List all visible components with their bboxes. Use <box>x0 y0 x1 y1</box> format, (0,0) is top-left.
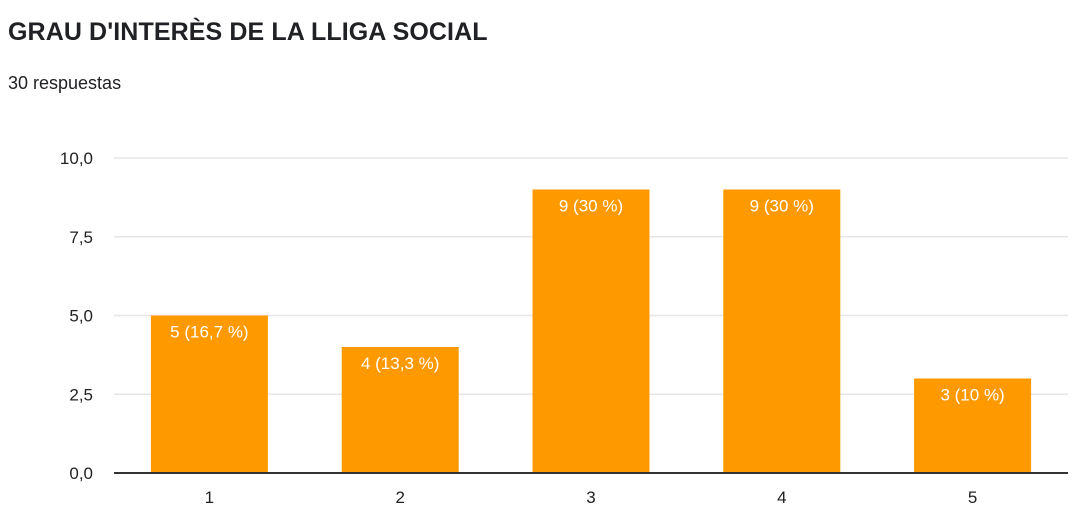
bar-2 <box>341 347 459 473</box>
y-tick-label: 7,5 <box>69 228 93 247</box>
bar-data-label: 4 (13,3 %) <box>361 354 439 373</box>
y-tick-label: 10,0 <box>60 149 93 168</box>
x-tick-label: 3 <box>586 488 595 507</box>
x-axis-ticks: 1 2 3 4 5 <box>205 488 978 507</box>
chart-title: GRAU D'INTERÈS DE LA LLIGA SOCIAL <box>8 18 488 46</box>
response-count: 30 respuestas <box>8 73 122 93</box>
bar-4 <box>723 189 841 473</box>
bar-1 <box>150 315 268 473</box>
y-axis-ticks: 0,0 2,5 5,0 7,5 10,0 <box>60 149 93 483</box>
bar-data-label: 9 (30 %) <box>750 197 814 216</box>
x-tick-label: 1 <box>205 488 214 507</box>
bar-data-labels: 5 (16,7 %) 4 (13,3 %) 9 (30 %) 9 (30 %) 3 (1… <box>170 197 1005 405</box>
x-tick-label: 4 <box>777 488 786 507</box>
y-tick-label: 0,0 <box>69 464 93 483</box>
x-tick-label: 2 <box>395 488 404 507</box>
y-tick-label: 2,5 <box>69 385 93 404</box>
x-tick-label: 5 <box>968 488 977 507</box>
bar-data-label: 5 (16,7 %) <box>170 323 248 342</box>
bar-3 <box>532 189 650 473</box>
bar-data-label: 9 (30 %) <box>559 197 623 216</box>
bar-data-label: 3 (10 %) <box>940 386 1004 405</box>
bar-5 <box>914 378 1032 473</box>
bars <box>150 189 1032 473</box>
y-tick-label: 5,0 <box>69 307 93 326</box>
